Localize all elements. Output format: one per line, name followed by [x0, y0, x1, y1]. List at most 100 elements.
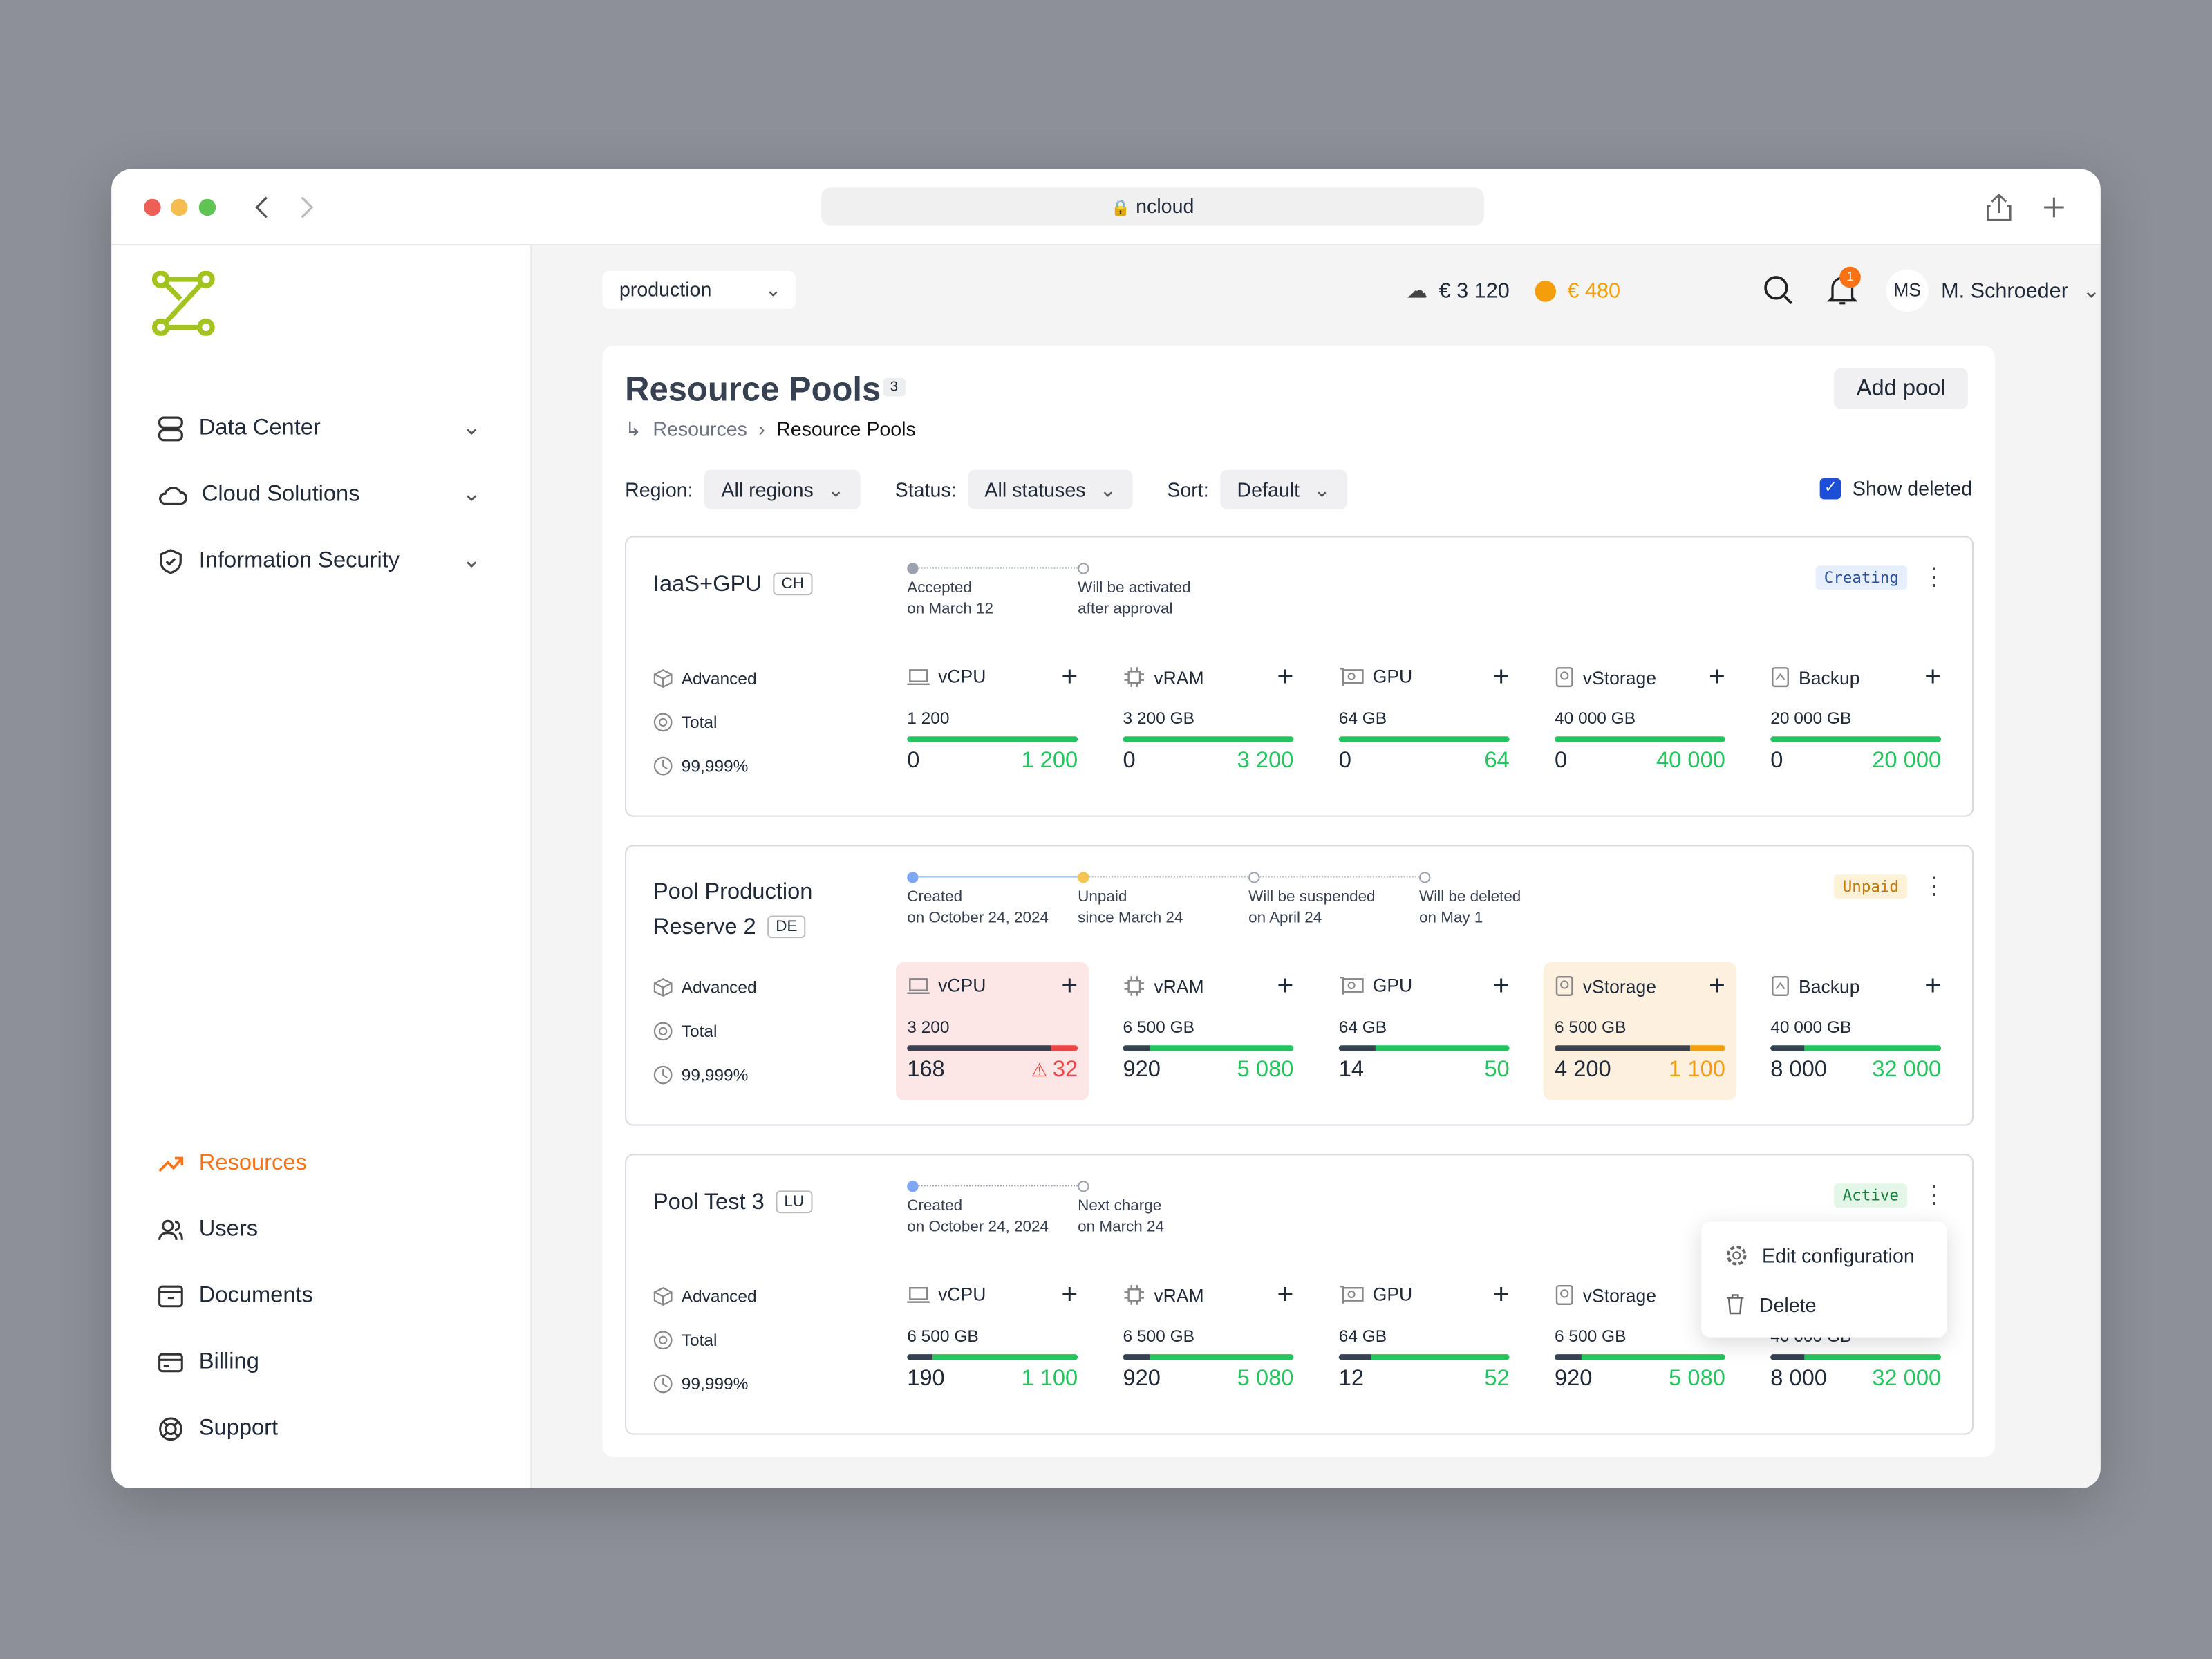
available-text: 1 200 — [1021, 749, 1078, 774]
user-menu[interactable]: M. Schroeder ⌄ — [1941, 279, 2101, 303]
usage-bar — [1770, 1354, 1942, 1360]
usage-fill — [1123, 1045, 1150, 1051]
add-resource[interactable]: + — [1061, 1280, 1078, 1311]
pool-card: Pool Production Reserve 2 DE Created on Oct… — [625, 845, 1974, 1126]
icon — [1725, 1244, 1748, 1266]
checkbox[interactable]: ✓ — [1819, 477, 1841, 499]
add-resource[interactable]: + — [1924, 971, 1942, 1002]
add-resource[interactable]: + — [1492, 1280, 1510, 1311]
browser-actions[interactable] — [1974, 192, 2086, 223]
usage-fill — [1338, 1045, 1376, 1051]
used-value: 4 200 — [1554, 1058, 1611, 1082]
add-resource[interactable]: + — [1277, 662, 1294, 693]
meta-text: 99,999% — [681, 756, 749, 776]
usage-fill — [907, 1045, 1051, 1051]
usage-fill — [1123, 1354, 1150, 1360]
filter-select[interactable]: All statuses ⌄ — [967, 469, 1134, 509]
show-deleted[interactable]: ✓ Show deleted — [1819, 477, 1972, 499]
used-value: 14 — [1338, 1058, 1365, 1082]
add-resource[interactable]: + — [1709, 662, 1725, 693]
nav-item[interactable]: Support — [157, 1412, 278, 1446]
step-title: Next charge — [1078, 1197, 1162, 1215]
user-name: M. Schroeder — [1941, 279, 2068, 303]
available-value: 20 000 — [1770, 749, 1941, 775]
kebab-menu[interactable]: · · · — [1929, 1170, 1939, 1217]
breadcrumb-link[interactable]: Resources — [653, 418, 747, 440]
filter-select[interactable]: Default ⌄ — [1220, 469, 1347, 509]
resource-header: vRAM + — [1123, 971, 1293, 1002]
zoom-button[interactable] — [198, 198, 216, 216]
add-resource[interactable]: + — [1061, 662, 1078, 693]
available-text: 3 200 — [1237, 749, 1294, 774]
nav-item[interactable]: Billing — [157, 1346, 259, 1380]
timeline-dot — [1078, 872, 1089, 883]
nav-item[interactable]: Resources — [157, 1147, 307, 1181]
step-date: on April 24 — [1248, 910, 1322, 927]
nav-item[interactable]: Documents — [157, 1280, 313, 1313]
pool-card: Pool Test 3 LU Created on October 24, 2024 N… — [625, 1154, 1974, 1435]
timeline-line — [918, 876, 1078, 878]
environment-select[interactable]: production ⌄ — [602, 270, 796, 309]
kebab-menu[interactable]: · · · — [1929, 552, 1939, 599]
add-resource[interactable]: + — [1492, 971, 1510, 1002]
icon — [157, 1150, 185, 1178]
address-bar[interactable]: 🔒 ncloud — [821, 187, 1484, 226]
filter-select[interactable]: All regions ⌄ — [704, 469, 861, 509]
avatar[interactable]: MS — [1886, 269, 1929, 312]
chevron: ⌄ — [462, 482, 481, 507]
filters: Region: All regions ⌄ Status: All statuses ⌄ S… — [625, 469, 1347, 509]
menu-item[interactable]: Edit configuration — [1701, 1230, 1947, 1280]
add-resource[interactable]: + — [1061, 971, 1078, 1002]
search-icon[interactable] — [1762, 274, 1796, 308]
icon — [1555, 975, 1575, 997]
icon — [653, 1022, 673, 1042]
kebab-menu[interactable]: · · · — [1929, 861, 1939, 908]
pool-card: IaaS+GPU CH Accepted on March 12 Will be act… — [625, 536, 1974, 817]
nav-item[interactable]: Cloud Solutions ⌄ — [157, 478, 481, 512]
filter-value: All regions — [721, 478, 814, 501]
resource-total: 6 500 GB — [1123, 1017, 1194, 1037]
resource-name: vStorage — [1582, 666, 1656, 688]
usage-bar — [1770, 1045, 1942, 1051]
add-resource[interactable]: + — [1709, 971, 1725, 1002]
pool-meta: 99,999% — [653, 1065, 748, 1085]
icon — [157, 1216, 185, 1244]
used-value: 0 — [1770, 749, 1783, 774]
pool-meta: Advanced — [653, 668, 757, 688]
used-value: 8 000 — [1770, 1367, 1827, 1391]
pool-meta: Total — [653, 1022, 717, 1042]
usage-bar — [1123, 1354, 1294, 1360]
resource-total: 6 500 GB — [1554, 1326, 1627, 1346]
close-button[interactable] — [144, 198, 161, 216]
pool-meta: Advanced — [653, 1286, 757, 1306]
available-text: 32 000 — [1872, 1367, 1942, 1391]
icon — [157, 1282, 185, 1311]
add-resource[interactable]: + — [1492, 662, 1510, 693]
nav-arrows[interactable] — [252, 195, 316, 221]
available-value: 3 200 — [1123, 749, 1294, 775]
add-resource[interactable]: + — [1277, 971, 1294, 1002]
icon — [157, 1415, 185, 1443]
used-value: 0 — [1554, 749, 1568, 774]
step-title: Accepted — [907, 579, 972, 597]
add-resource[interactable]: + — [1277, 1280, 1294, 1311]
resource-header: vStorage+ — [1555, 1280, 1725, 1311]
minimize-button[interactable] — [170, 198, 188, 216]
status-badge: Creating — [1815, 565, 1908, 590]
meta-text: 99,999% — [681, 1374, 749, 1394]
icon — [1339, 1284, 1365, 1304]
nav-item[interactable]: Data Center ⌄ — [157, 412, 481, 446]
region-code: DE — [767, 915, 806, 939]
menu-item[interactable]: Delete — [1701, 1280, 1947, 1329]
nav-item[interactable]: Users — [157, 1213, 258, 1247]
meta-text: Total — [681, 712, 718, 733]
nav-item[interactable]: Information Security ⌄ — [157, 545, 481, 579]
warning-icon: ⚠ — [1031, 1059, 1053, 1081]
add-resource[interactable]: + — [1924, 662, 1942, 693]
usage-fill — [907, 1354, 932, 1360]
content-card: Resource Pools 3 ↳ Resources › Resource Poo… — [602, 345, 1995, 1458]
available-value: 32 000 — [1770, 1367, 1941, 1393]
add-pool-button[interactable]: Add pool — [1834, 368, 1969, 409]
resource-header: vStorage + — [1555, 662, 1725, 693]
icon — [653, 1330, 673, 1350]
